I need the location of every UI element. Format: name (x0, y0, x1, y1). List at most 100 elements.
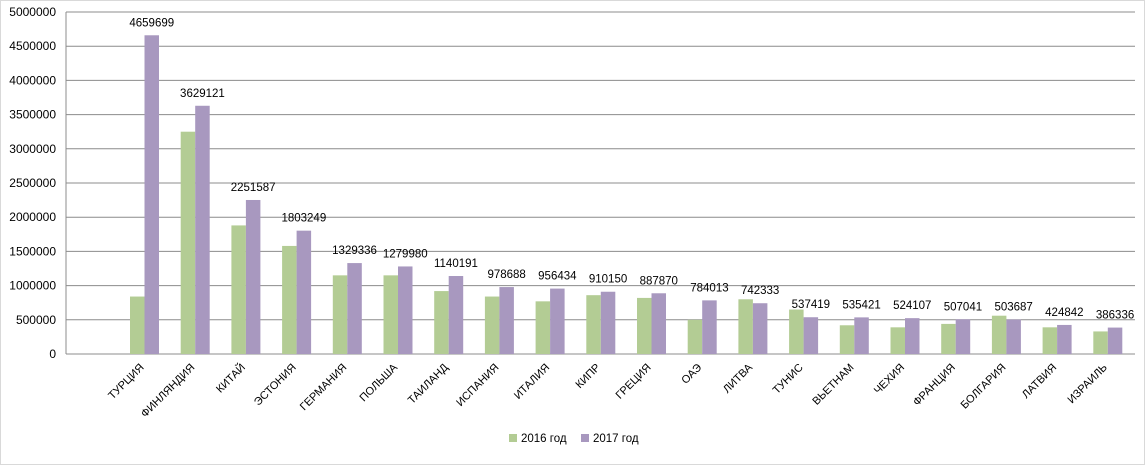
category-label: ИЗРАИЛЬ (1065, 362, 1109, 406)
data-label: 1279980 (383, 248, 428, 260)
category-label: КИПР (574, 362, 603, 391)
bar (637, 297, 652, 354)
category-label: ГРЕЦИЯ (614, 362, 654, 402)
category-label: ПОЛЬША (358, 361, 401, 404)
bar (839, 325, 855, 354)
data-label: 910150 (589, 274, 627, 286)
category-label: ОАЭ (679, 362, 704, 387)
data-label: 537419 (792, 299, 830, 311)
bar (1006, 319, 1021, 354)
bar (738, 299, 753, 354)
data-label: 2251587 (231, 182, 276, 194)
category-label: ЧЕХИЯ (872, 362, 907, 397)
data-label: 4659699 (129, 17, 174, 29)
y-tick-label: 0 (49, 347, 56, 361)
y-tick-label: 500000 (16, 313, 56, 327)
legend-label: 2017 год (593, 433, 639, 445)
data-label: 1803249 (281, 213, 326, 225)
data-label: 507041 (944, 301, 982, 313)
bar (180, 131, 196, 354)
category-label: ТУНИС (771, 362, 806, 397)
bar (144, 35, 159, 355)
bar (130, 296, 145, 354)
category-label: ЭСТОНИЯ (252, 362, 299, 409)
category-label: ГЕРМАНИЯ (298, 362, 350, 414)
data-label: 978688 (487, 269, 525, 281)
bar (195, 105, 210, 354)
bar (1057, 324, 1072, 354)
bar (398, 266, 413, 354)
bar (383, 275, 398, 354)
bar (1107, 327, 1123, 354)
bar (499, 287, 514, 354)
category-label: ИТАЛИЯ (512, 362, 552, 402)
category-label: ЛАТВИЯ (1020, 362, 1059, 401)
data-label: 1329336 (332, 245, 377, 257)
bar (282, 245, 297, 354)
data-label: 1140191 (434, 258, 478, 270)
category-label: ФИНЛЯНДИЯ (139, 362, 197, 420)
y-tick-label: 1500000 (9, 244, 56, 258)
bar (687, 319, 703, 354)
category-label: ЛИТВА (721, 361, 756, 396)
category-label: ТУРЦИЯ (106, 362, 146, 402)
bar (1042, 327, 1058, 354)
bar (702, 300, 717, 354)
bar (296, 230, 312, 354)
bar (991, 315, 1007, 354)
y-tick-label: 3500000 (9, 108, 56, 122)
data-label: 3629121 (180, 88, 225, 100)
category-label: БОЛГАРИЯ (959, 362, 1009, 412)
bars (130, 35, 1123, 355)
y-tick-label: 2500000 (9, 176, 56, 190)
bar (854, 317, 869, 354)
data-label: 524107 (893, 300, 931, 312)
data-label: 535421 (842, 299, 880, 311)
bar (245, 199, 261, 354)
bar (1093, 331, 1108, 354)
category-label: ТАИЛАНД (406, 361, 451, 406)
bar (789, 309, 804, 354)
y-tick-label: 3000000 (9, 142, 56, 156)
bar (803, 317, 819, 354)
bar (586, 295, 601, 354)
bar (752, 303, 768, 354)
legend-swatch (509, 434, 517, 442)
y-tick-label: 2000000 (9, 210, 56, 224)
category-label: КИТАЙ (213, 361, 248, 396)
bar (434, 291, 449, 354)
legend: 2016 год 2017 год (509, 433, 639, 445)
y-tick-label: 1000000 (9, 279, 56, 293)
bar (448, 276, 464, 354)
data-label: 784013 (690, 282, 728, 294)
data-label: 386336 (1096, 310, 1134, 322)
legend-label: 2016 год (521, 433, 567, 445)
bar (600, 291, 616, 354)
data-labels: 4659699 3629121 2251587 1803249 1329336 12799… (129, 17, 1134, 321)
bar (231, 225, 246, 354)
bar (905, 318, 920, 354)
category-label: ИСПАНИЯ (454, 362, 501, 409)
y-tick-label: 4000000 (9, 73, 56, 87)
bar (484, 296, 500, 354)
data-label: 742333 (741, 285, 779, 297)
category-label: ФРАНЦИЯ (911, 362, 958, 409)
data-label: 503687 (994, 302, 1032, 314)
data-label: 887870 (640, 275, 678, 287)
category-label: ВЬЕТНАМ (810, 362, 856, 408)
data-label: 956434 (538, 271, 577, 283)
y-tick-label: 5000000 (9, 5, 56, 19)
bar (332, 275, 348, 354)
legend-swatch (581, 434, 589, 442)
y-tick-label: 4500000 (9, 39, 56, 53)
bar (941, 323, 956, 354)
bar (955, 319, 971, 354)
bar (550, 288, 565, 354)
data-label: 424842 (1045, 307, 1083, 319)
bar (535, 301, 551, 354)
bar (890, 327, 905, 354)
bar (651, 293, 666, 354)
